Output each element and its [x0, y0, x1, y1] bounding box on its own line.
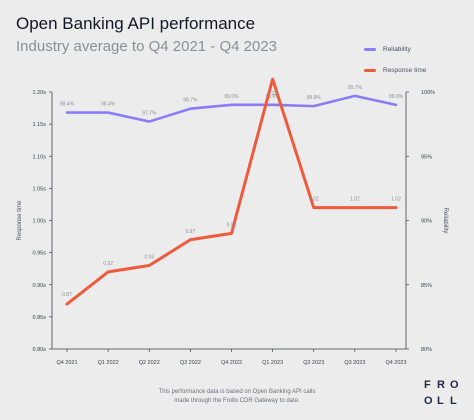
data-label-response-time: 0.97 [186, 229, 196, 235]
y-right-tick-label: 85% [421, 283, 432, 289]
data-label-response-time: 1.22 [268, 91, 278, 97]
y-right-tick-label: 100% [421, 90, 435, 96]
svg-text:R: R [437, 379, 445, 391]
y-left-tick-label: 0.80s [33, 347, 47, 353]
data-label-reliability: 98.9% [307, 95, 322, 101]
legend-swatch-reliability [364, 48, 376, 51]
svg-text:L: L [450, 395, 457, 407]
y-right-axis-title: Reliability [442, 208, 448, 234]
y-left-tick-label: 0.85s [33, 315, 47, 321]
legend-swatch-response-time [364, 69, 376, 72]
x-tick-label: Q2 2022 [139, 360, 160, 366]
legend-item-response-time: Response time [364, 67, 426, 74]
legend-label-response-time: Response time [383, 67, 427, 74]
x-tick-label: Q4 2022 [221, 360, 242, 366]
data-label-reliability: 99.0% [266, 94, 281, 100]
y-left-tick-label: 1.05s [33, 186, 47, 192]
data-label-reliability: 98.4% [60, 102, 75, 108]
y-right-tick-label: 95% [421, 154, 432, 160]
x-tick-label: Q3 2022 [180, 360, 201, 366]
svg-text:L: L [437, 395, 444, 407]
y-left-tick-label: 1.15s [33, 122, 47, 128]
y-right-tick-label: 90% [421, 219, 432, 225]
svg-text:O: O [424, 395, 433, 407]
x-tick-label: Q1 2023 [262, 360, 283, 366]
data-label-reliability: 99.7% [348, 85, 363, 91]
legend-item-reliability: Reliability [364, 46, 411, 53]
data-label-response-time: 1.02 [350, 197, 360, 203]
data-label-response-time: 1.02 [391, 197, 401, 203]
y-left-axis-title: Response time [17, 200, 23, 241]
data-label-response-time: 0.87 [62, 292, 72, 298]
footnote-line-2: made through the Frollo CDR Gateway to d… [174, 398, 300, 404]
svg-text:F: F [424, 379, 431, 391]
data-label-reliability: 97.7% [142, 111, 157, 117]
series-line-response-time [65, 77, 398, 306]
footnote: This performance data is based on Open B… [0, 388, 474, 406]
y-left-tick-label: 1.00s [33, 219, 47, 225]
data-label-response-time: 0.98 [227, 222, 237, 228]
x-tick-label: Q4 2021 [56, 360, 77, 366]
y-right-tick-label: 80% [421, 347, 432, 353]
x-tick-label: Q2 2023 [303, 360, 324, 366]
x-tick-label: Q3 2023 [344, 360, 365, 366]
data-label-reliability: 98.4% [101, 102, 116, 108]
chart-title: Open Banking API performance [16, 14, 256, 33]
data-label-reliability: 99.0% [224, 94, 239, 100]
legend-label-reliability: Reliability [383, 46, 411, 53]
y-left-tick-label: 0.95s [33, 251, 47, 257]
data-label-response-time: 0.92 [103, 261, 113, 267]
data-label-response-time: 1.02 [309, 197, 319, 203]
footnote-line-1: This performance data is based on Open B… [158, 389, 316, 395]
y-left-tick-label: 1.20s [33, 90, 47, 96]
x-tick-label: Q4 2023 [385, 360, 406, 366]
y-left-tick-label: 1.10s [33, 154, 47, 160]
svg-text:O: O [450, 379, 459, 391]
data-label-response-time: 0.93 [144, 254, 154, 260]
chart-subtitle: Industry average to Q4 2021 - Q4 2023 [16, 38, 277, 55]
frollo-logo: F R O O L L [424, 379, 459, 407]
x-tick-label: Q1 2022 [98, 360, 119, 366]
y-left-tick-label: 0.90s [33, 283, 47, 289]
data-label-reliability: 99.0% [389, 94, 404, 100]
data-label-reliability: 98.7% [183, 98, 198, 104]
